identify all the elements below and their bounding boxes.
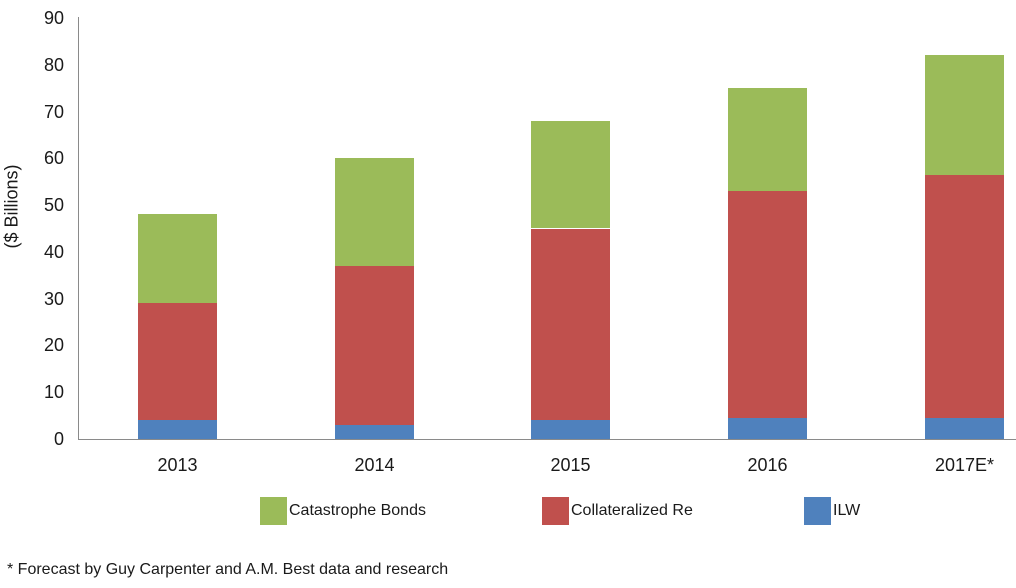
bar-2015 xyxy=(531,0,610,439)
bar-segment-ilw xyxy=(925,417,1004,439)
bar-segment-collateralized-re xyxy=(335,265,414,425)
bar-2013 xyxy=(138,0,217,439)
y-tick-label: 70 xyxy=(43,101,64,122)
bar-segment-ilw xyxy=(531,420,610,439)
y-tick-label: 30 xyxy=(43,288,64,309)
bar-segment-catastrophe-bonds xyxy=(728,88,807,192)
x-tick-label: 2014 xyxy=(354,455,395,475)
legend-swatch-green xyxy=(260,497,287,525)
y-axis-line xyxy=(78,17,79,440)
x-axis-line xyxy=(78,439,1016,440)
bar-segment-catastrophe-bonds xyxy=(531,120,610,229)
bar-segment-collateralized-re xyxy=(138,303,217,421)
y-axis-label: ($ Billions) xyxy=(1,164,22,249)
bar-2017e xyxy=(925,0,1004,439)
y-tick-label: 40 xyxy=(43,241,64,262)
y-tick-label: 50 xyxy=(43,195,64,216)
bar-segment-ilw xyxy=(138,420,217,439)
bar-2016 xyxy=(728,0,807,439)
footnote: * Forecast by Guy Carpenter and A.M. Bes… xyxy=(7,561,449,578)
bar-segment-collateralized-re xyxy=(531,228,610,421)
x-tick-label: 2017E* xyxy=(934,455,995,475)
y-tick-label: 60 xyxy=(43,148,64,169)
legend-item-collateralized-re: Collateralized Re xyxy=(542,497,693,525)
x-tick-label: 2016 xyxy=(747,455,788,475)
y-tick-label: 80 xyxy=(43,54,64,75)
bar-segment-collateralized-re xyxy=(925,174,1004,418)
bar-segment-ilw xyxy=(728,417,807,439)
bar-segment-catastrophe-bonds xyxy=(138,214,217,304)
legend-item-catastrophe-bonds: Catastrophe Bonds xyxy=(260,497,426,525)
bar-2014 xyxy=(335,0,414,439)
bar-segment-catastrophe-bonds xyxy=(925,55,1004,175)
x-tick-label: 2015 xyxy=(550,455,591,475)
x-tick-label: 2013 xyxy=(157,455,198,475)
y-tick-label: 20 xyxy=(43,335,64,356)
bar-segment-catastrophe-bonds xyxy=(335,158,414,266)
legend-swatch-red xyxy=(542,497,569,525)
legend-item-ilw: ILW xyxy=(804,497,860,525)
y-tick-label: 10 xyxy=(43,382,64,403)
bar-segment-collateralized-re xyxy=(728,191,807,418)
legend-swatch-blue xyxy=(804,497,831,525)
y-tick-label: 0 xyxy=(53,429,64,449)
bar-segment-ilw xyxy=(335,424,414,439)
y-tick-label: 90 xyxy=(43,8,64,28)
